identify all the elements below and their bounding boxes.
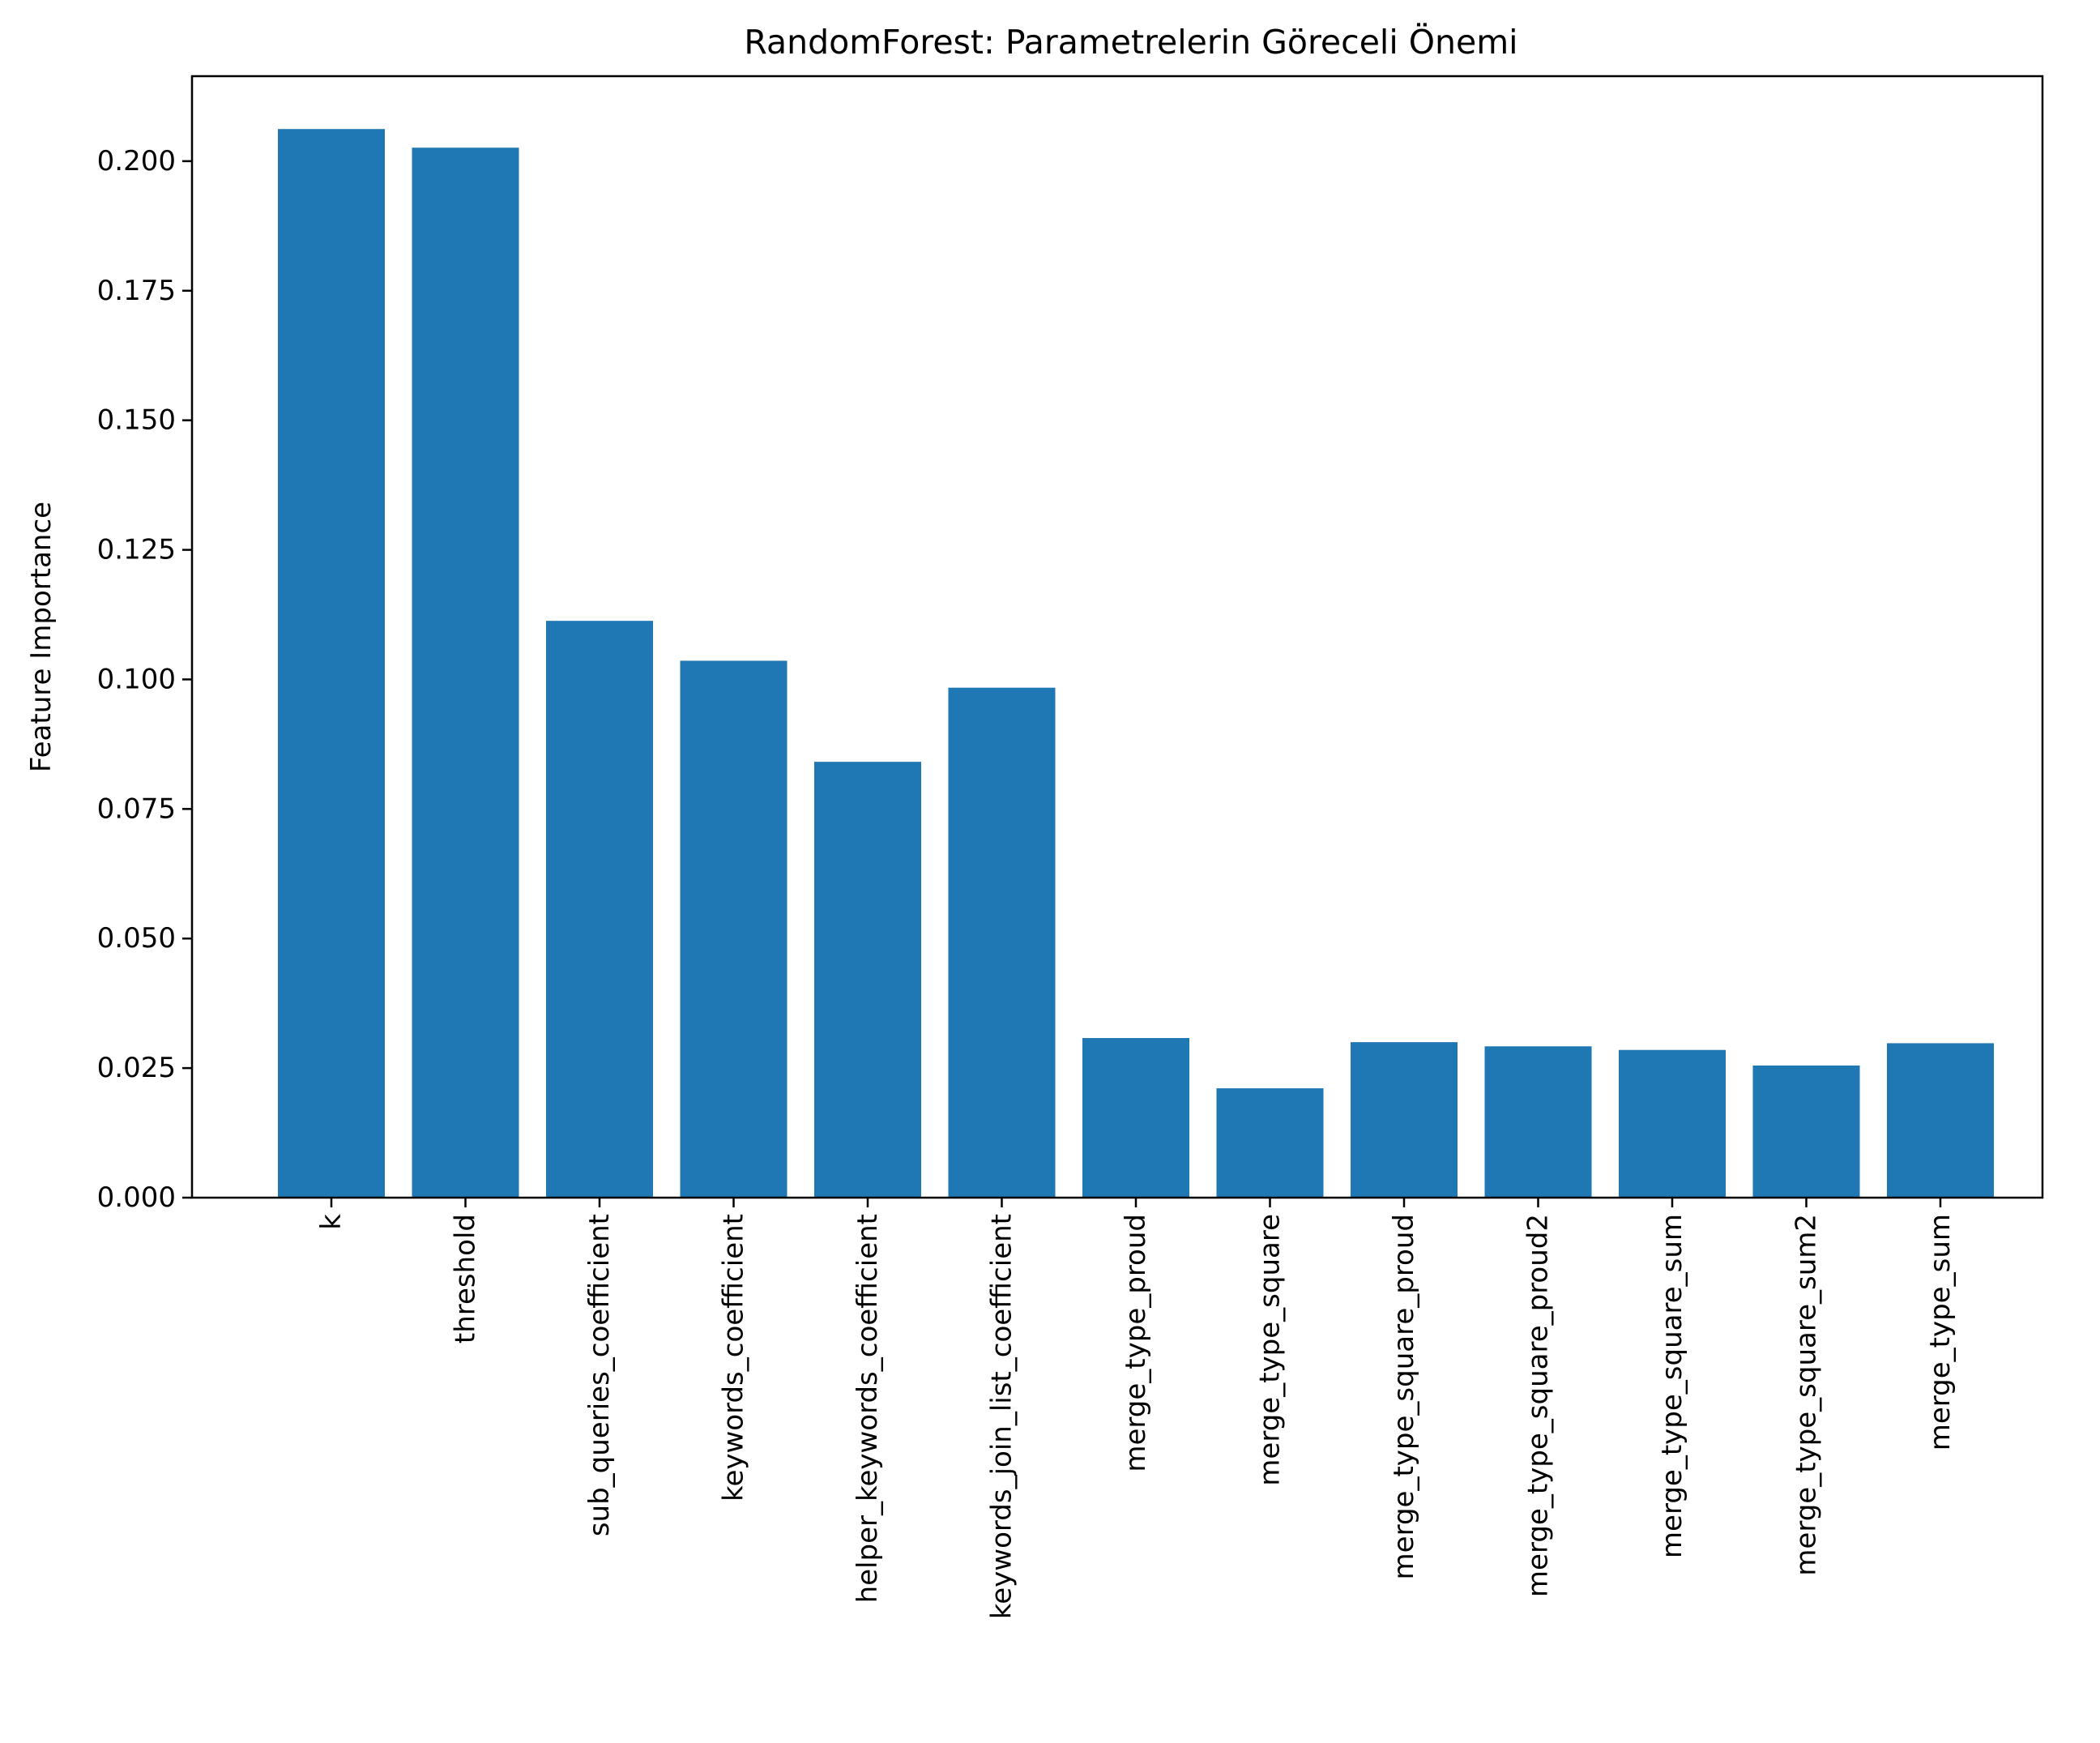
y-tick-label: 0.100 <box>97 663 176 695</box>
bar-threshold <box>412 147 519 1198</box>
bar-keywords_coefficient <box>680 660 788 1198</box>
bar-merge_type_sum <box>1887 1043 1994 1198</box>
x-tick-label: merge_type_square_sum2 <box>1791 1214 1823 1576</box>
x-tick-label: keywords_coefficient <box>718 1214 750 1502</box>
y-tick-label: 0.025 <box>97 1052 176 1084</box>
bar-sub_queries_coefficient <box>546 621 653 1198</box>
x-tick-label: keywords_join_list_coefficient <box>986 1214 1018 1619</box>
bar-merge_type_square <box>1216 1088 1324 1198</box>
x-tick-label: merge_type_proud <box>1120 1214 1152 1472</box>
y-axis-label: Feature Importance <box>25 502 58 772</box>
bars-group <box>278 129 1994 1198</box>
x-tick-label: merge_type_square_sum <box>1656 1214 1688 1558</box>
x-tick-label: merge_type_sum <box>1924 1214 1957 1450</box>
y-tick-label: 0.075 <box>97 792 176 825</box>
bar-keywords_join_list_coefficient <box>948 687 1056 1198</box>
y-tick-label: 0.000 <box>97 1181 176 1214</box>
y-tick-label: 0.125 <box>97 534 176 566</box>
bar-merge_type_square_proud2 <box>1484 1046 1592 1198</box>
x-tick-label: merge_type_square_proud2 <box>1522 1214 1555 1597</box>
plot-frame <box>190 75 2044 1199</box>
x-tick-label: threshold <box>450 1214 482 1344</box>
bar-k <box>278 129 385 1198</box>
bar-helper_keywords_coefficient <box>814 762 921 1198</box>
x-tick-label: merge_type_square_proud <box>1388 1214 1420 1579</box>
y-ticks-group: 0.000 0.025 0.050 0.075 0.100 0.125 0.150 0.175… <box>97 145 192 1214</box>
x-tick-label: helper_keywords_coefficient <box>852 1214 884 1603</box>
y-tick-label: 0.175 <box>97 275 176 307</box>
bar-merge_type_square_sum2 <box>1752 1065 1860 1198</box>
bar-merge_type_square_proud <box>1351 1042 1458 1198</box>
chart-title: RandomForest: Parametrelerin Göreceli Ön… <box>744 23 1517 62</box>
x-tick-label: k <box>315 1214 348 1230</box>
x-tick-label: merge_type_square <box>1254 1214 1287 1486</box>
y-tick-label: 0.200 <box>97 145 176 177</box>
x-tick-label: sub_queries_coefficient <box>583 1214 616 1536</box>
x-ticks-group: k threshold sub_queries_coefficient keyword… <box>315 1198 1957 1619</box>
bar-merge_type_square_sum <box>1619 1049 1726 1198</box>
bar-merge_type_proud <box>1082 1038 1189 1198</box>
y-tick-label: 0.150 <box>97 404 176 437</box>
y-tick-label: 0.050 <box>97 922 176 955</box>
